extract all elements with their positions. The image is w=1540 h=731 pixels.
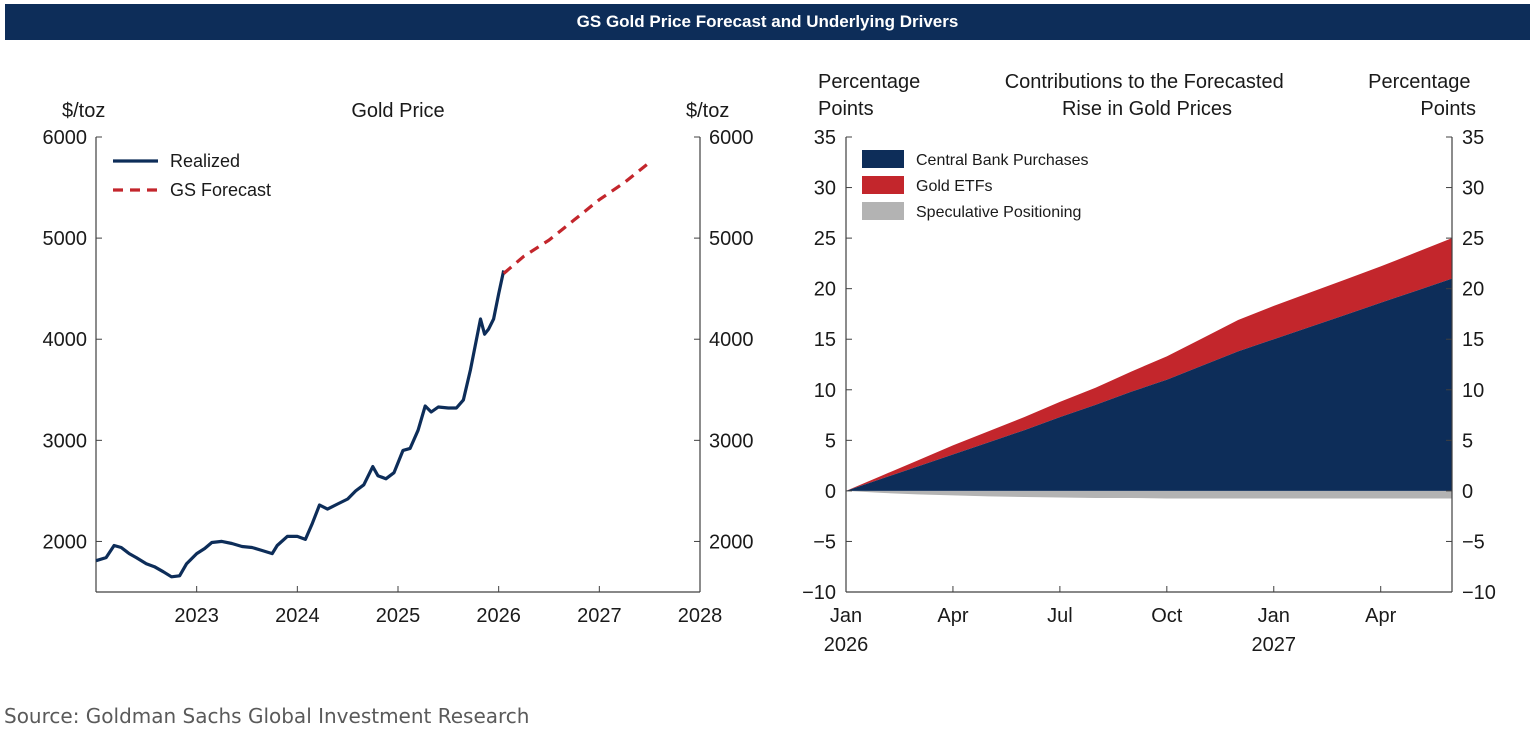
right-y-tick-label: 20 — [814, 279, 836, 301]
area-gold-etfs — [846, 238, 1452, 491]
right-y-tick-label-right: 0 — [1462, 481, 1473, 503]
left-legend-label-1: GS Forecast — [170, 180, 271, 200]
left-x-tick-label: 2024 — [275, 605, 320, 627]
left-y-tick-label: 3000 — [43, 430, 88, 452]
right-x-tick-label-month: Oct — [1151, 605, 1183, 627]
right-y-label-right-line-1: Percentage — [1368, 71, 1470, 93]
right-plot-area: −10 −10 −5 −5 0 0 5 5 10 10 15 15 20 20 25 25 30 30 35 35 Ja… — [802, 127, 1496, 656]
left-y-tick-label-right: 4000 — [709, 329, 754, 351]
left-x-tick-label: 2027 — [577, 605, 622, 627]
area-central-bank-purchases — [846, 278, 1452, 491]
right-x-tick-label-month: Jan — [1258, 605, 1290, 627]
right-y-tick-label-right: 10 — [1462, 380, 1484, 402]
left-x-tick-label: 2023 — [174, 605, 219, 627]
right-y-label-left-line-2: Points — [818, 98, 874, 120]
right-y-tick-label-right: 30 — [1462, 178, 1484, 200]
right-y-tick-label: 30 — [814, 178, 836, 200]
right-legend-label-0: Central Bank Purchases — [916, 152, 1089, 169]
left-x-tick-label: 2028 — [678, 605, 723, 627]
right-y-tick-label-right: −10 — [1462, 582, 1496, 604]
left-chart-y-label-left: $/toz — [62, 100, 105, 122]
left-y-tick-label: 6000 — [43, 127, 88, 149]
left-series-line-0 — [95, 270, 506, 579]
right-legend-swatch-1 — [862, 176, 904, 194]
right-y-label-right-line-2: Points — [1420, 98, 1476, 120]
source-note: Source: Goldman Sachs Global Investment … — [4, 704, 530, 728]
right-y-tick-label: 35 — [814, 127, 836, 149]
right-chart-title-line-1: Contributions to the Forecasted — [1005, 71, 1284, 93]
left-x-tick-label: 2026 — [476, 605, 521, 627]
right-y-tick-label: −10 — [802, 582, 836, 604]
left-y-tick-label-right: 6000 — [709, 127, 754, 149]
right-y-tick-label-right: 35 — [1462, 127, 1484, 149]
right-x-tick-label-year: 2026 — [824, 634, 869, 656]
right-legend-swatch-2 — [862, 202, 904, 220]
left-legend-label-0: Realized — [170, 151, 240, 171]
right-y-tick-label: 10 — [814, 380, 836, 402]
right-chart-y-label-right: Percentage Points — [1368, 71, 1476, 120]
right-y-tick-label-right: −5 — [1462, 531, 1485, 553]
left-chart-title: Gold Price — [351, 100, 444, 122]
left-x-tick-label: 2025 — [376, 605, 421, 627]
right-chart-title-line-2: Rise in Gold Prices — [1062, 98, 1232, 120]
right-chart-y-label-left: Percentage Points — [818, 71, 926, 120]
right-y-tick-label-right: 20 — [1462, 279, 1484, 301]
right-y-tick-label-right: 25 — [1462, 228, 1484, 250]
chart-banner-title: GS Gold Price Forecast and Underlying Dr… — [5, 4, 1530, 40]
right-y-tick-label-right: 15 — [1462, 329, 1484, 351]
right-legend-label-2: Speculative Positioning — [916, 204, 1081, 221]
left-y-tick-label: 2000 — [43, 531, 88, 553]
left-y-tick-label: 5000 — [43, 228, 88, 250]
right-y-tick-label: 5 — [825, 430, 836, 452]
right-legend-swatch-0 — [862, 150, 904, 168]
left-y-tick-label-right: 3000 — [709, 430, 754, 452]
left-y-tick-label-right: 5000 — [709, 228, 754, 250]
right-y-tick-label: −5 — [813, 531, 836, 553]
right-chart-title: Contributions to the Forecasted Rise in … — [1005, 71, 1290, 120]
left-chart-y-label-right: $/toz — [686, 100, 729, 122]
left-y-tick-label-right: 2000 — [709, 531, 754, 553]
right-x-tick-label-month: Jul — [1047, 605, 1073, 627]
area-speculative-positioning — [846, 490, 1452, 499]
left-y-tick-label: 4000 — [43, 329, 88, 351]
right-x-tick-label-month: Apr — [1365, 605, 1396, 627]
right-x-tick-label-month: Apr — [937, 605, 968, 627]
right-y-tick-label: 0 — [825, 481, 836, 503]
right-legend-label-1: Gold ETFs — [916, 178, 992, 195]
right-y-tick-label: 15 — [814, 329, 836, 351]
left-series-line-1 — [502, 161, 651, 275]
right-y-tick-label: 25 — [814, 228, 836, 250]
right-x-tick-label-month: Jan — [830, 605, 862, 627]
right-x-tick-label-year: 2027 — [1252, 634, 1297, 656]
right-y-label-left-line-1: Percentage — [818, 71, 920, 93]
right-y-tick-label-right: 5 — [1462, 430, 1473, 452]
left-plot-area: 2000 2000 3000 3000 4000 4000 5000 5000 6000 6000… — [43, 127, 754, 627]
